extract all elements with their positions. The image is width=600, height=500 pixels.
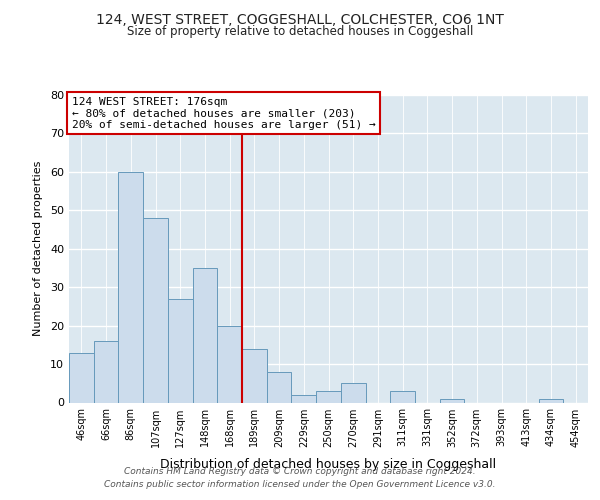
Bar [539, 398, 563, 402]
Bar [242, 348, 267, 403]
Bar [390, 391, 415, 402]
Text: Contains public sector information licensed under the Open Government Licence v3: Contains public sector information licen… [104, 480, 496, 489]
Bar [292, 395, 316, 402]
Bar [118, 172, 143, 402]
Bar [341, 384, 365, 402]
Y-axis label: Number of detached properties: Number of detached properties [33, 161, 43, 336]
Text: Size of property relative to detached houses in Coggeshall: Size of property relative to detached ho… [127, 25, 473, 38]
Bar [168, 298, 193, 403]
Text: 124, WEST STREET, COGGESHALL, COLCHESTER, CO6 1NT: 124, WEST STREET, COGGESHALL, COLCHESTER… [96, 12, 504, 26]
Bar [69, 352, 94, 403]
Bar [440, 398, 464, 402]
Text: Contains HM Land Registry data © Crown copyright and database right 2024.: Contains HM Land Registry data © Crown c… [124, 467, 476, 476]
Bar [267, 372, 292, 402]
Bar [217, 326, 242, 402]
Bar [94, 341, 118, 402]
Bar [143, 218, 168, 402]
X-axis label: Distribution of detached houses by size in Coggeshall: Distribution of detached houses by size … [160, 458, 497, 471]
Text: 124 WEST STREET: 176sqm
← 80% of detached houses are smaller (203)
20% of semi-d: 124 WEST STREET: 176sqm ← 80% of detache… [71, 96, 376, 130]
Bar [193, 268, 217, 402]
Bar [316, 391, 341, 402]
